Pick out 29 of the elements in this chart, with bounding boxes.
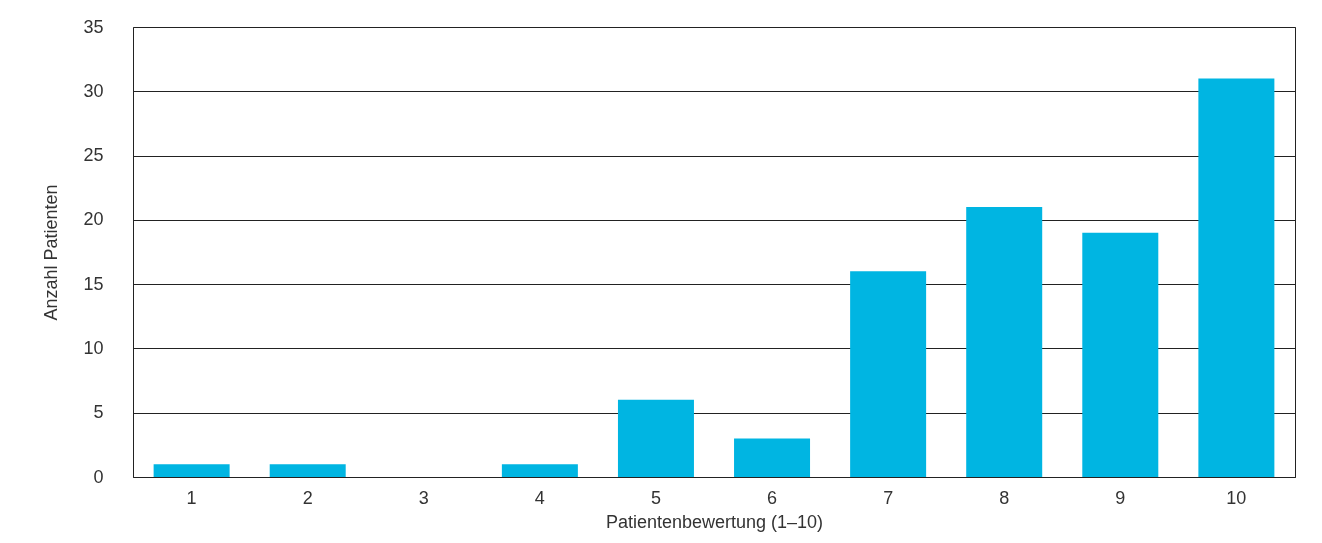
x-tick-label: 10	[1226, 487, 1247, 508]
bar	[501, 464, 578, 477]
x-tick-label: 4	[534, 487, 545, 508]
bar	[850, 271, 927, 477]
y-tick-label: 35	[83, 16, 104, 37]
y-tick-label: 25	[83, 145, 104, 166]
bar	[617, 399, 694, 477]
y-tick-label: 20	[83, 209, 104, 230]
x-tick-label: 7	[883, 487, 894, 508]
y-axis-title: Anzahl Patienten	[41, 184, 62, 321]
y-tick-label: 30	[83, 80, 104, 101]
bar	[734, 438, 811, 477]
x-axis-title: Patientenbewertung (1–10)	[605, 511, 824, 532]
x-tick-label: 5	[650, 487, 661, 508]
x-tick-label: 2	[302, 487, 313, 508]
x-tick-label: 3	[418, 487, 429, 508]
y-tick-label: 0	[93, 466, 104, 487]
bar	[966, 207, 1043, 477]
bar	[269, 464, 346, 477]
x-tick-label: 9	[1115, 487, 1126, 508]
x-tick-label: 6	[767, 487, 778, 508]
x-tick-label: 8	[999, 487, 1010, 508]
bar	[153, 464, 230, 477]
y-tick-label: 10	[83, 337, 104, 358]
x-tick-label: 1	[186, 487, 197, 508]
y-tick-label: 5	[93, 402, 104, 423]
y-tick-label: 15	[83, 273, 104, 294]
bar	[1198, 78, 1275, 477]
bar	[1082, 232, 1159, 477]
